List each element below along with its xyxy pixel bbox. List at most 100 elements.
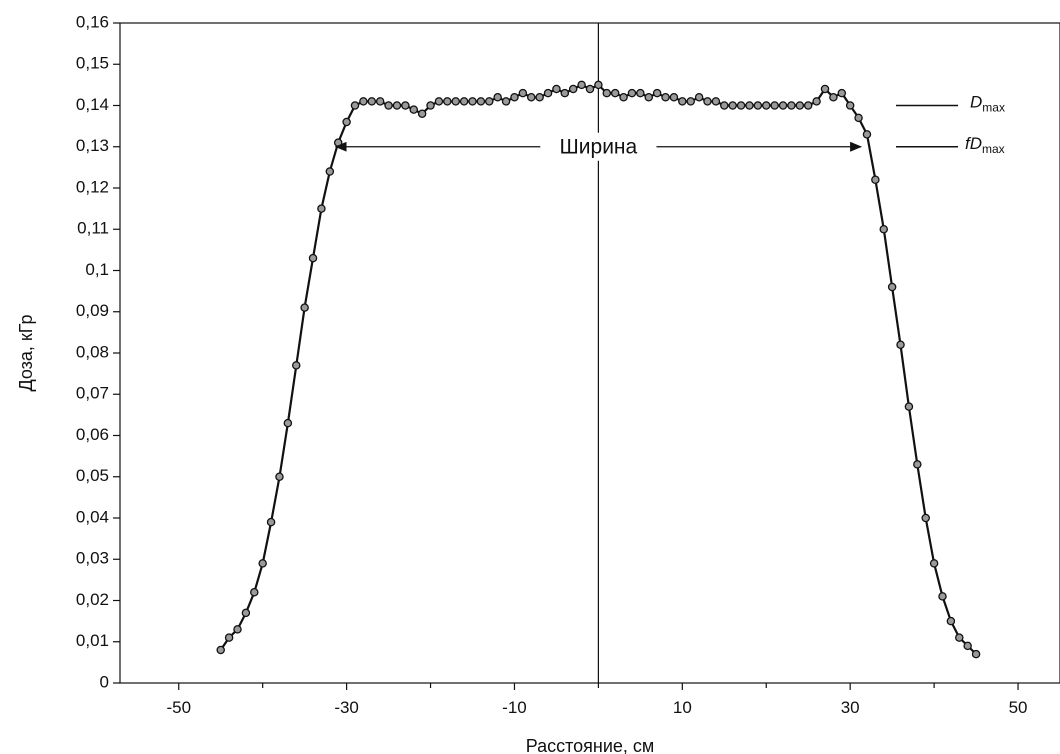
data-point [627,88,637,98]
data-point [375,97,385,106]
x-tick-label: 10 [673,698,692,717]
fdmax-label: fDmax [965,134,1005,156]
data-point [485,97,494,106]
data-point [862,130,872,139]
data-point [459,97,469,106]
data-point [535,93,544,102]
data-point [946,616,956,626]
x-tick-label: -10 [502,698,527,717]
data-point [803,101,813,110]
x-tick-label: 30 [841,698,860,717]
data-point [510,93,519,102]
data-point [728,101,737,110]
data-point [854,113,863,123]
x-tick-label: -50 [166,698,191,717]
y-tick-label: 0,12 [76,177,109,196]
data-point [401,101,410,110]
y-tick-label: 0,05 [76,466,109,485]
data-point [518,88,528,98]
y-axis: 0 0,01 0,02 0,03 0,04 0,05 0,06 0,07 0,08 0,09 0,1… [76,12,120,691]
data-point [468,97,477,106]
data-point [795,101,805,110]
data-point [829,93,838,102]
data-point [493,93,502,102]
dmax-label-sub: max [982,101,1005,115]
data-point [308,253,318,263]
data-point [711,97,721,106]
y-tick-label: 0,11 [77,219,109,238]
data-point [333,138,343,147]
data-point [753,101,763,110]
data-point [921,513,930,523]
data-point [938,592,947,601]
data-point [258,559,267,568]
data-point [291,361,301,370]
data-point [610,88,620,98]
dmax-label-main: D [970,93,982,112]
y-tick-label: 0,13 [76,136,109,155]
data-point [283,418,293,428]
data-point [669,93,679,102]
data-point [602,88,612,98]
x-tick-label: 50 [1009,698,1028,717]
data-point [896,340,905,349]
data-point [736,101,746,110]
data-point [568,84,578,94]
y-tick-label: 0,01 [76,631,109,650]
data-point [527,93,536,102]
data-point [678,97,687,106]
data-point [325,167,335,176]
y-tick-label: 0,14 [76,95,109,114]
data-point [879,224,889,234]
y-tick-label: 0,09 [76,301,109,320]
data-point [224,633,234,642]
y-tick-label: 0 [100,672,109,691]
y-tick-label: 0,06 [76,425,109,444]
data-point [963,641,972,651]
data-point [837,88,847,98]
data-point [300,303,309,312]
y-tick-label: 0,02 [76,590,109,609]
data-point [275,472,284,481]
fdmax-label-main: fD [965,134,982,153]
data-point [233,625,242,634]
fdmax-label-sub: max [982,142,1005,156]
data-point [636,88,645,98]
data-point [971,649,981,659]
x-tick-label: -30 [334,698,359,717]
y-tick-label: 0,15 [76,54,109,73]
data-point [787,101,796,110]
data-point [266,517,276,527]
width-label: Ширина [560,135,638,158]
y-tick-label: 0,1 [85,260,109,279]
data-point [392,101,402,110]
data-point [342,117,351,127]
data-point [367,97,377,106]
data-point [871,175,880,184]
data-point [577,80,586,90]
data-point [904,402,914,411]
data-point [476,97,486,106]
x-axis-title: Расстояние, см [526,736,655,754]
data-point [543,88,553,98]
y-tick-label: 0,16 [76,12,109,31]
data-point [703,97,712,106]
dmax-label: Dmax [970,93,1005,115]
x-axis: -50 -30 -10 10 30 50 [166,683,1027,717]
y-tick-label: 0,07 [76,384,109,403]
width-label-background [540,132,657,161]
y-tick-label: 0,03 [76,549,109,568]
data-point [644,93,654,102]
data-point [820,84,830,94]
data-point [929,559,939,568]
data-point [384,101,393,110]
data-point [694,93,704,102]
data-point [762,101,771,110]
data-point [652,88,662,98]
y-tick-label: 0,08 [76,342,109,361]
data-point [812,97,821,106]
data-point [250,588,259,597]
data-point [845,101,855,110]
data-point [350,101,360,110]
data-point [426,101,435,110]
